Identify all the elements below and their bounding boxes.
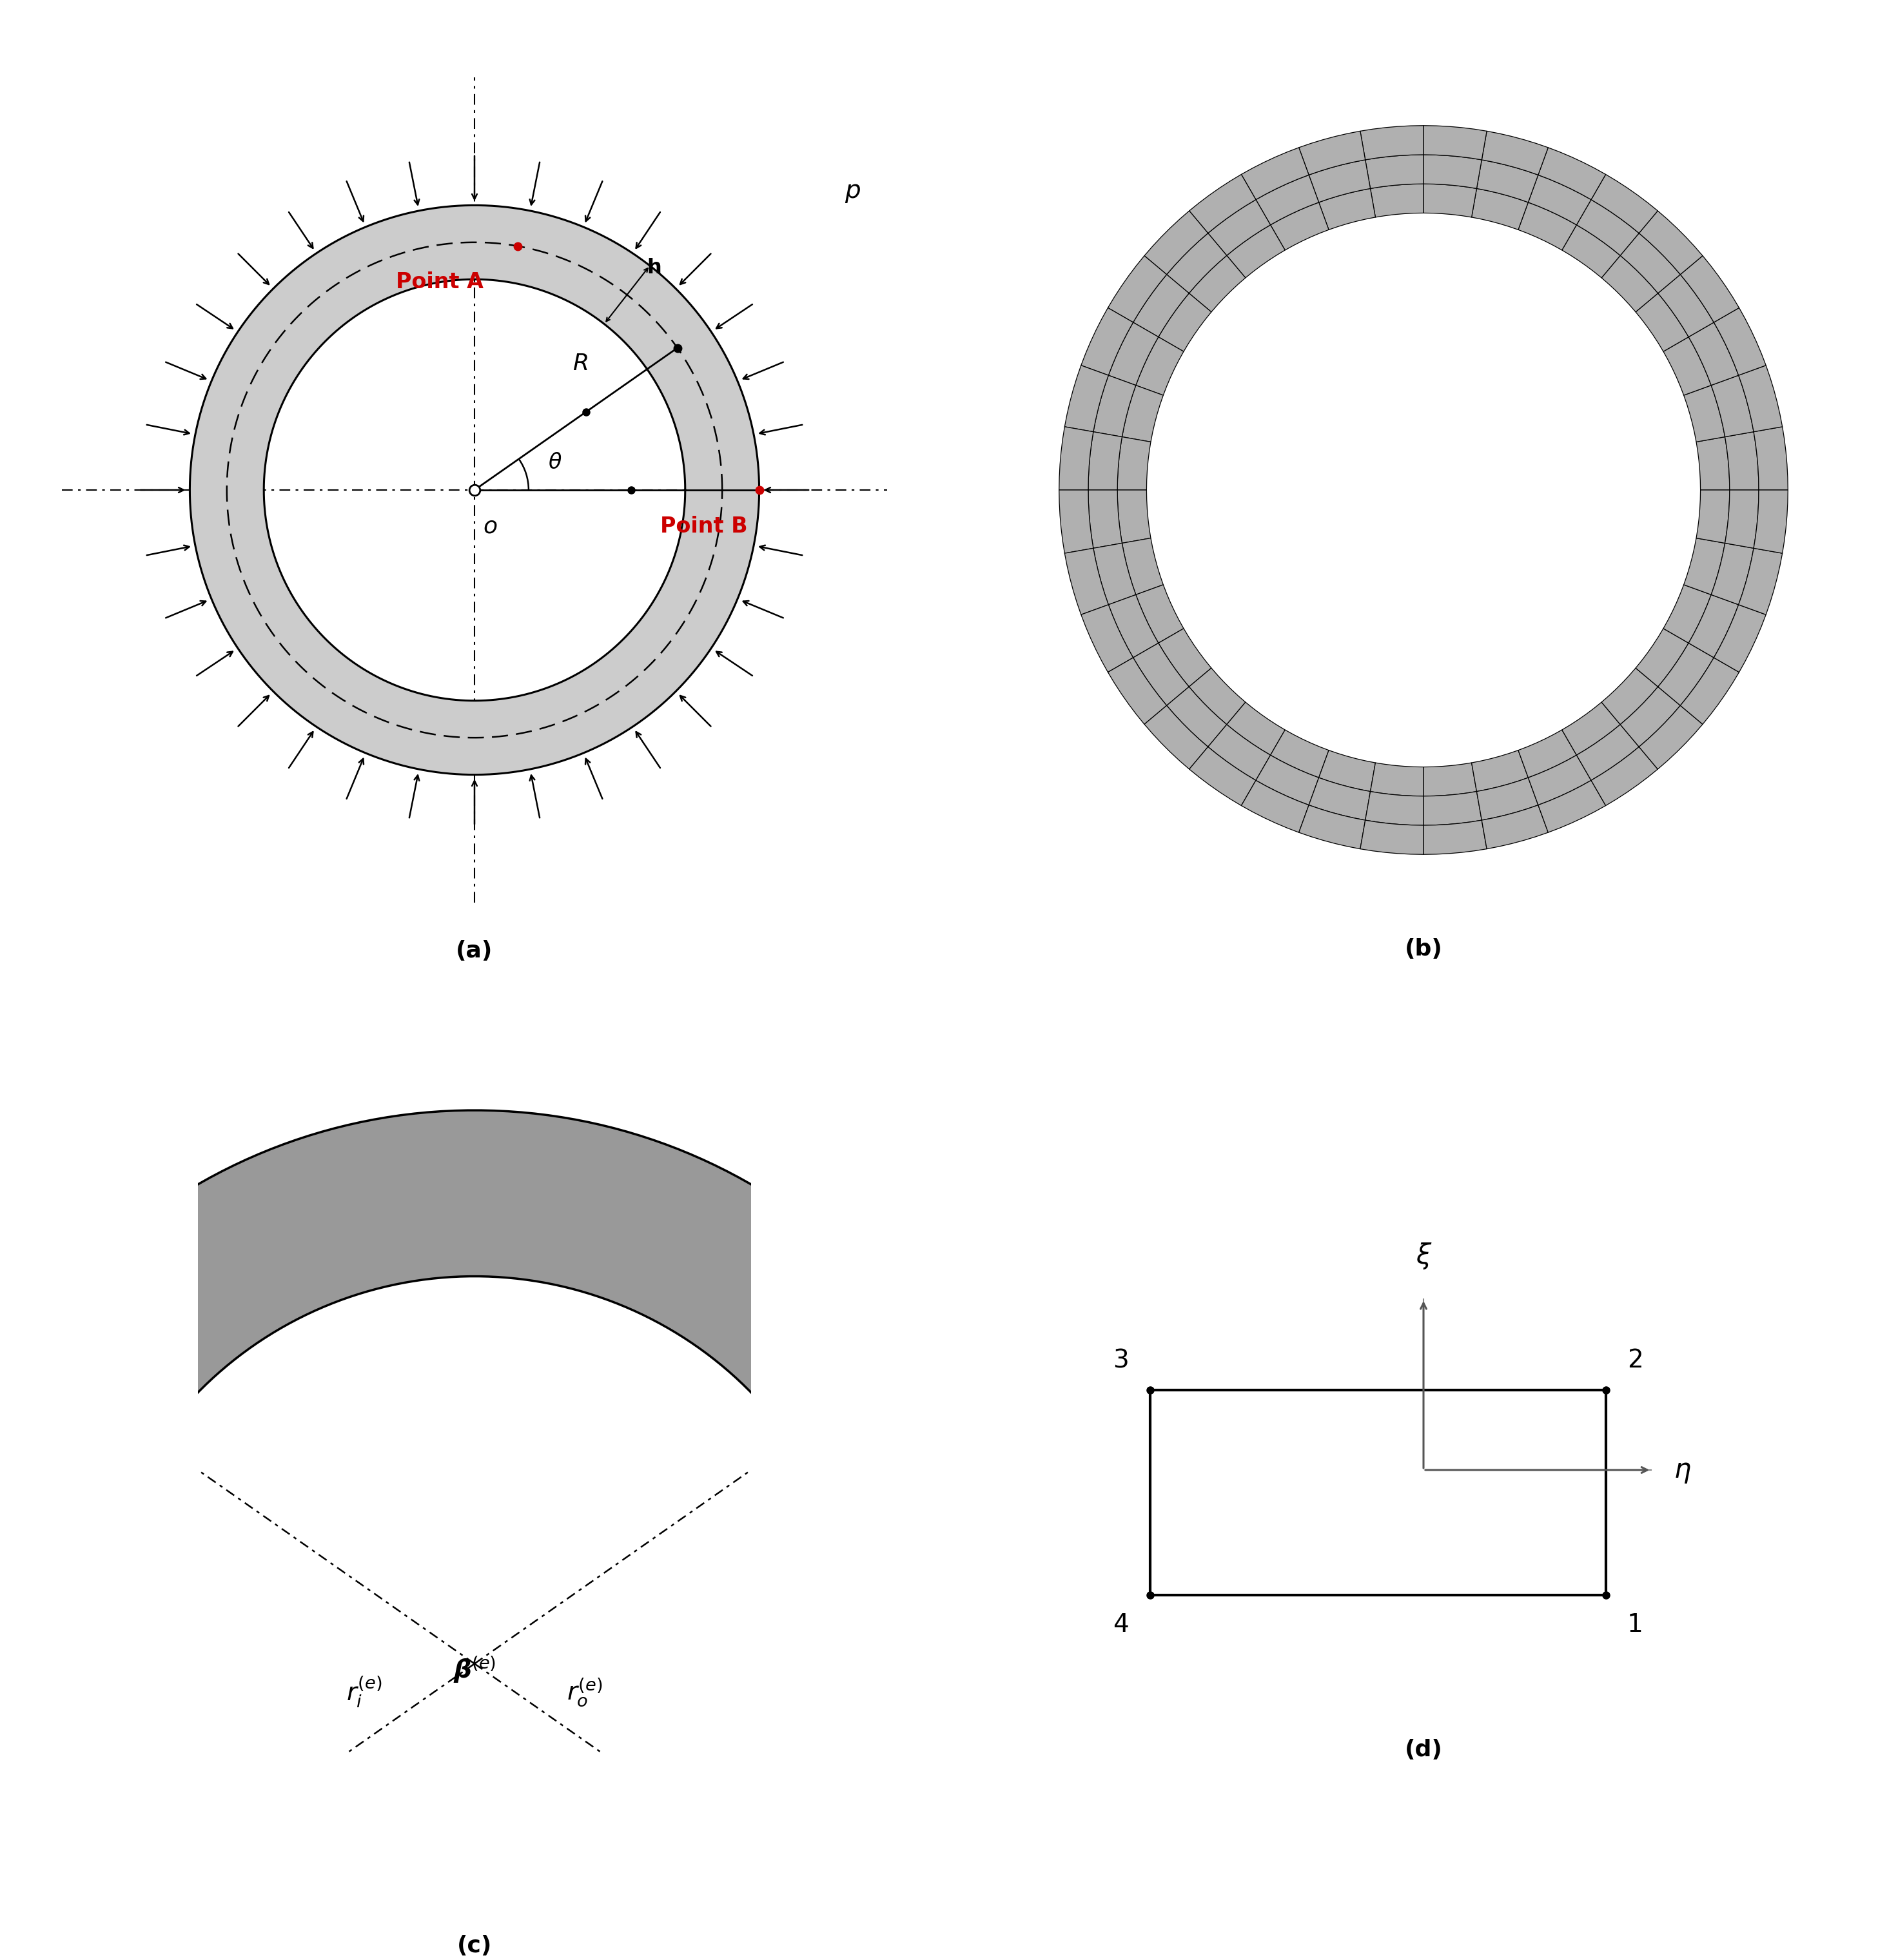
Text: Point A: Point A	[395, 272, 484, 292]
Text: η: η	[1674, 1456, 1691, 1484]
Text: p: p	[845, 178, 860, 204]
Text: $r_i^{(e)}$: $r_i^{(e)}$	[345, 1674, 381, 1709]
Text: 2: 2	[1627, 1348, 1644, 1372]
Text: Point B: Point B	[661, 515, 748, 537]
Text: (d): (d)	[1405, 1739, 1442, 1760]
Polygon shape	[21, 1109, 928, 1441]
Text: $r_o^{(e)}$: $r_o^{(e)}$	[568, 1676, 604, 1707]
Text: h: h	[647, 257, 662, 278]
Text: ξ: ξ	[1416, 1243, 1431, 1270]
Text: o: o	[482, 515, 497, 537]
Text: 4: 4	[1112, 1613, 1129, 1637]
Text: (b): (b)	[1405, 939, 1442, 960]
Text: 1: 1	[1627, 1613, 1644, 1637]
Bar	[1150, 1390, 1606, 1595]
Text: (a): (a)	[456, 941, 493, 962]
Text: θ: θ	[549, 451, 562, 472]
Text: R: R	[573, 353, 588, 374]
Text: 3: 3	[1112, 1348, 1129, 1372]
Text: $\boldsymbol{\beta}^{(e)}$: $\boldsymbol{\beta}^{(e)}$	[454, 1654, 495, 1686]
Text: (c): (c)	[457, 1935, 492, 1956]
